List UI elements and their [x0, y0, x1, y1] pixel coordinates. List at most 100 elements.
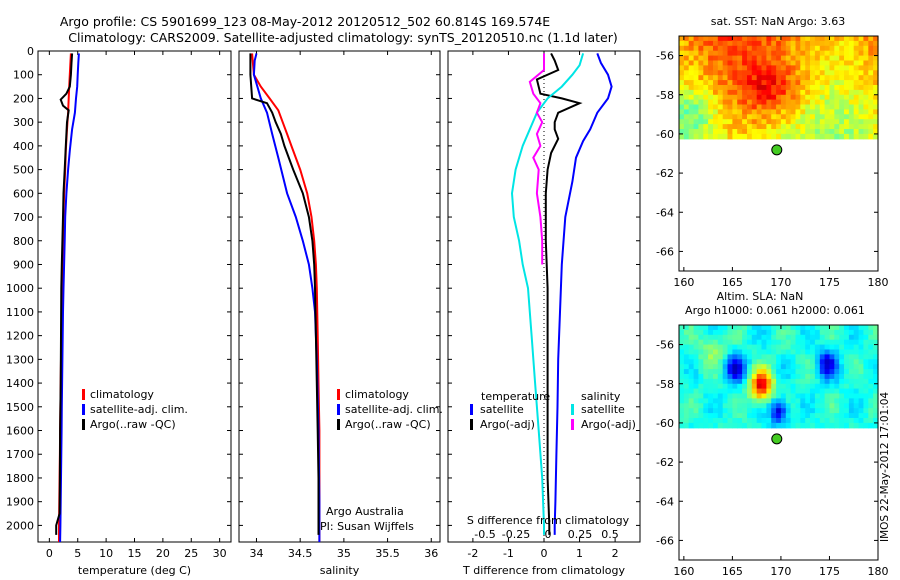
heatmap-cell [761, 94, 767, 101]
heatmap-cell [858, 70, 865, 76]
heatmap-cell [747, 133, 753, 140]
heatmap-cell [839, 119, 845, 125]
heatmap-cell [839, 124, 845, 130]
heatmap-cell [863, 60, 869, 66]
heatmap-cell [805, 55, 811, 62]
heatmap-cell [810, 114, 816, 120]
heatmap-cell [844, 85, 850, 91]
heatmap-cell [814, 329, 821, 336]
heatmap-cell [751, 383, 758, 390]
heatmap-cell [863, 369, 869, 375]
heatmap-cell [742, 413, 748, 419]
heatmap-cell [868, 364, 874, 370]
heatmap-cell [722, 55, 729, 62]
heatmap-cell [819, 408, 826, 414]
heatmap-cell [776, 408, 782, 414]
heatmap-cell [679, 383, 685, 390]
heatmap-cell [703, 383, 709, 390]
heatmap-cell [790, 124, 797, 130]
heatmap-cell [858, 413, 865, 419]
heatmap-cell [698, 129, 704, 135]
heatmap-cell [805, 36, 811, 42]
heatmap-cell [848, 85, 855, 91]
x-tick-label: 5 [74, 547, 81, 560]
heatmap-cell [771, 339, 777, 346]
heatmap-cell [708, 393, 714, 399]
x-tick-label: 160 [673, 565, 694, 578]
heatmap-cell [771, 40, 777, 47]
heatmap-cell [829, 99, 835, 106]
heatmap-cell [844, 378, 850, 385]
heatmap-cell [732, 50, 738, 57]
heatmap-cell [785, 393, 792, 399]
heatmap-cell [737, 334, 743, 341]
heatmap-cell [776, 393, 782, 399]
heatmap-cell [683, 374, 690, 380]
heatmap-cell [853, 85, 860, 91]
heatmap-cell [703, 334, 709, 341]
heatmap-cell [756, 129, 763, 135]
heatmap-cell [713, 60, 719, 66]
heatmap-cell [805, 80, 811, 86]
heatmap-cell [737, 129, 743, 135]
heatmap-cell [819, 422, 826, 429]
heatmap-cell [683, 94, 690, 101]
heatmap-cell [805, 85, 811, 91]
heatmap-cell [834, 413, 840, 419]
heatmap-cell [790, 329, 797, 336]
heatmap-cell [848, 36, 855, 42]
heatmap-cell [722, 109, 729, 115]
heatmap-cell [688, 94, 695, 101]
heatmap-cell [780, 418, 787, 424]
heatmap-cell [776, 354, 782, 360]
heatmap-cell [737, 60, 743, 66]
heatmap-cell [703, 364, 709, 370]
heatmap-cell [742, 334, 748, 341]
heatmap-cell [863, 80, 869, 86]
heatmap-cell [698, 325, 704, 331]
heatmap-cell [780, 364, 787, 370]
heatmap-cell [839, 85, 845, 91]
heatmap-cell [824, 354, 831, 360]
heatmap-cell [810, 383, 816, 390]
heatmap-cell [829, 60, 835, 66]
heatmap-cell [713, 334, 719, 341]
heatmap-cell [800, 374, 806, 380]
heatmap-cell [737, 388, 743, 395]
heatmap-cell [839, 114, 845, 120]
heatmap-cell [829, 403, 835, 409]
heatmap-cell [727, 422, 733, 429]
heatmap-cell [756, 398, 763, 404]
heatmap-cell [790, 70, 797, 76]
heatmap-cell [776, 383, 782, 390]
heatmap-cell [717, 378, 724, 385]
heatmap-cell [679, 344, 685, 351]
x-tick-label: 2 [612, 547, 619, 560]
heatmap-cell [853, 65, 860, 71]
heatmap-cell [858, 403, 865, 409]
heatmap-cell [771, 374, 777, 380]
heatmap-cell [747, 422, 753, 429]
heatmap-cell [834, 94, 840, 101]
legend-label: climatology [90, 388, 154, 401]
heatmap-cell [698, 70, 704, 76]
heatmap-cell [839, 55, 845, 62]
heatmap-cell [766, 334, 772, 341]
heatmap-cell [873, 374, 879, 380]
heatmap-cell [800, 378, 806, 385]
heatmap-cell [800, 94, 806, 101]
heatmap-cell [722, 50, 729, 57]
heatmap-cell [698, 339, 704, 346]
heatmap-cell [824, 89, 831, 96]
heatmap-cell [679, 50, 685, 57]
heatmap-cell [795, 55, 801, 62]
heatmap-cell [858, 89, 865, 96]
x-tick-label: 165 [722, 565, 743, 578]
heatmap-cell [800, 114, 806, 120]
heatmap-cell [834, 388, 840, 395]
heatmap-cell [795, 70, 801, 76]
heatmap-cell [771, 109, 777, 115]
heatmap-cell [703, 65, 709, 71]
heatmap-cell [785, 422, 792, 429]
heatmap-cell [698, 55, 704, 62]
